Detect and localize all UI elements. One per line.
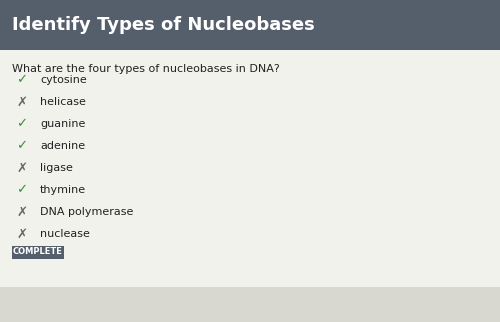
Text: DNA polymerase: DNA polymerase (40, 207, 134, 217)
Text: thymine: thymine (40, 185, 86, 195)
Bar (0, 287, 500, 322)
Bar (12, 245, 64, 259)
Text: ✗: ✗ (16, 228, 28, 241)
Bar (0, 50, 500, 287)
Bar (0, 0, 500, 50)
Text: Identify Types of Nucleobases: Identify Types of Nucleobases (12, 16, 315, 34)
Text: cytosine: cytosine (40, 75, 87, 85)
Text: ✓: ✓ (16, 73, 28, 87)
Text: ✗: ✗ (16, 96, 28, 109)
Text: ✗: ✗ (16, 162, 28, 175)
Text: ✗: ✗ (16, 205, 28, 219)
Text: What are the four types of nucleobases in DNA?: What are the four types of nucleobases i… (12, 64, 280, 74)
Text: guanine: guanine (40, 119, 86, 129)
Text: ✓: ✓ (16, 184, 28, 196)
Text: COMPLETE: COMPLETE (13, 248, 63, 257)
Text: ligase: ligase (40, 163, 73, 173)
Text: nuclease: nuclease (40, 229, 90, 239)
Text: adenine: adenine (40, 141, 85, 151)
Text: ✓: ✓ (16, 118, 28, 130)
Text: helicase: helicase (40, 97, 86, 107)
Text: ✓: ✓ (16, 139, 28, 153)
